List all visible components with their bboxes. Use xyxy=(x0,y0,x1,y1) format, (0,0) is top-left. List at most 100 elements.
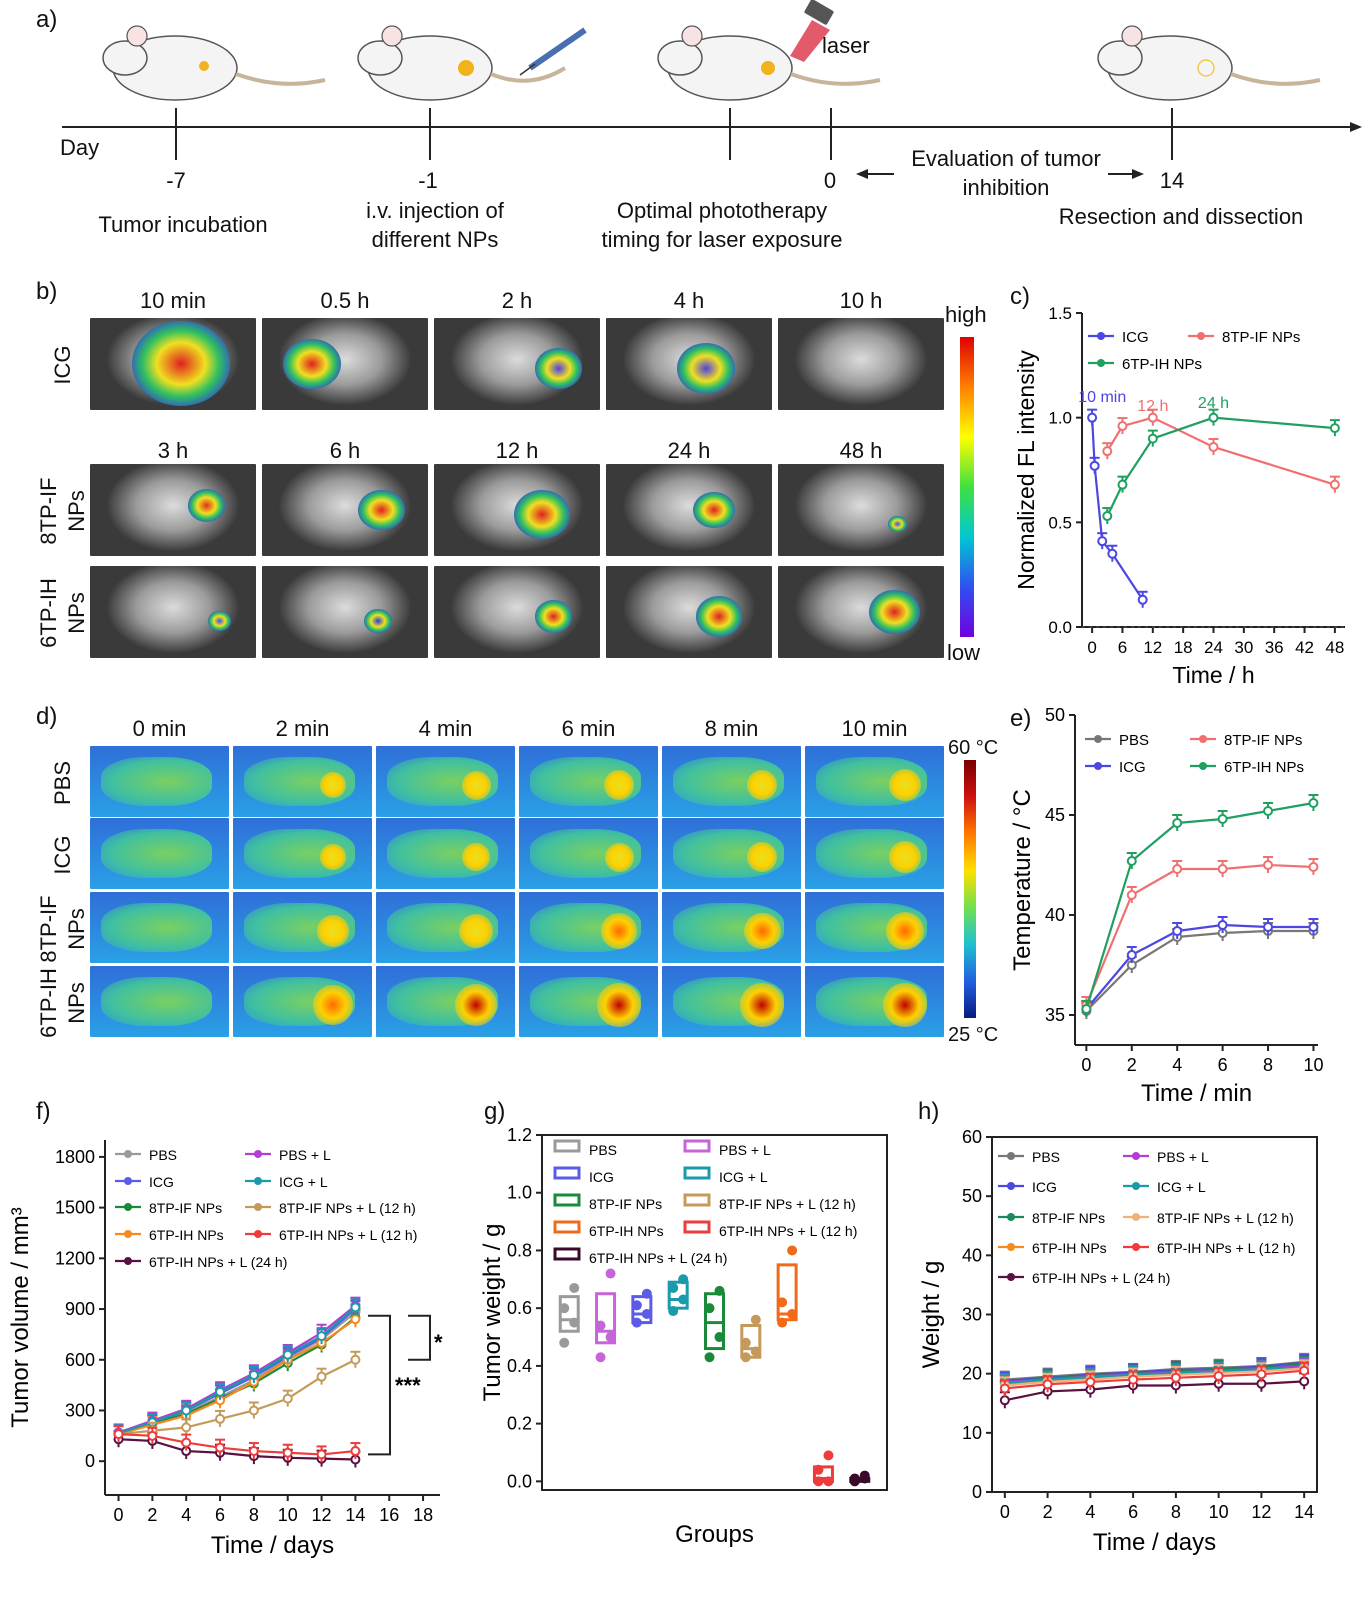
hotspot xyxy=(462,843,490,871)
fluorescence-image xyxy=(90,318,256,410)
fluorescence-signal xyxy=(207,611,232,632)
panel-g-label: g) xyxy=(484,1098,506,1125)
fl-scale-high: high xyxy=(945,302,987,327)
chart-e-temperature: 35 40 45 50 0 2 4 6 8 10 Time / min Temperature / °… xyxy=(1009,705,1323,1107)
y-tick-label: 0 xyxy=(85,1451,95,1471)
x-tick-label: 12 xyxy=(1251,1502,1271,1522)
laser-label: laser xyxy=(822,33,870,58)
y-tick-label: 0.2 xyxy=(507,1414,532,1434)
fluorescence-signal xyxy=(534,600,573,633)
x-tick-label: 36 xyxy=(1265,638,1284,657)
laser-icon xyxy=(790,0,834,62)
legend-marker xyxy=(1132,1243,1140,1251)
thermal-image xyxy=(662,892,801,963)
x-tick-label: 2 xyxy=(1043,1502,1053,1522)
legend-marker xyxy=(124,1257,132,1265)
legend-label: 6TP-IH NPs xyxy=(1032,1240,1107,1256)
y-tick-label: 50 xyxy=(962,1186,982,1206)
data-point xyxy=(1308,922,1319,932)
legend-label: 8TP-IF NPs xyxy=(1224,732,1302,749)
hotspot xyxy=(746,769,778,801)
fluorescence-signal xyxy=(282,338,341,390)
box-point xyxy=(704,1352,715,1363)
time-label: 0 min xyxy=(132,716,187,741)
time-label: 10 min xyxy=(841,716,908,741)
box xyxy=(558,1295,580,1333)
time-label: 10 h xyxy=(839,288,883,313)
legend-marker xyxy=(254,1177,262,1185)
fluorescence-signal xyxy=(676,343,735,394)
fl-scale-low: low xyxy=(947,640,981,665)
data-point xyxy=(1097,536,1108,547)
series-line xyxy=(118,1304,357,1434)
x-tick-label: 4 xyxy=(1172,1055,1182,1075)
x-axis-title: Time / h xyxy=(1172,662,1254,688)
y-tick-label: 600 xyxy=(65,1350,95,1370)
data-point xyxy=(248,1405,259,1416)
data-point xyxy=(1089,460,1100,471)
x-tick-label: 8 xyxy=(1263,1055,1273,1075)
x-tick-label: 0 xyxy=(1081,1055,1091,1075)
panel-b-label: b) xyxy=(36,278,58,305)
legend-label: 8TP-IF NPs xyxy=(589,1196,662,1212)
x-tick-label: 18 xyxy=(1174,638,1193,657)
x-axis-title: Groups xyxy=(675,1521,754,1548)
row-label: 6TP-IH xyxy=(36,578,61,648)
panel-e-label: e) xyxy=(1010,705,1032,732)
thermal-scale-low: 25 °C xyxy=(948,1024,999,1046)
box-point xyxy=(605,1268,616,1279)
x-tick-label: 12 xyxy=(312,1505,332,1525)
box-point xyxy=(750,1314,761,1325)
fluorescence-image xyxy=(262,464,428,556)
data-point xyxy=(999,1383,1010,1394)
mouse-body-heat xyxy=(101,976,213,1027)
thermal-image xyxy=(662,966,801,1037)
legend-label: 8TP-IF NPs + L (12 h) xyxy=(719,1196,856,1212)
data-point xyxy=(1085,1376,1096,1387)
series-line xyxy=(1085,801,1314,1010)
x-tick-label: 30 xyxy=(1234,638,1253,657)
thermal-image xyxy=(233,818,372,889)
data-point xyxy=(1208,441,1219,452)
data-point xyxy=(350,1446,361,1457)
thermal-image xyxy=(519,746,658,817)
significance-bracket xyxy=(408,1314,431,1361)
legend-marker xyxy=(254,1150,262,1158)
y-axis-title: Temperature / °C xyxy=(1009,789,1036,971)
plot-frame xyxy=(541,1134,888,1491)
data-point xyxy=(1172,926,1183,936)
legend-marker xyxy=(1094,735,1102,743)
data-point xyxy=(1172,864,1183,874)
fluorescence-image xyxy=(606,464,772,556)
time-label: 6 h xyxy=(329,438,361,463)
y-tick-label: 0.0 xyxy=(507,1471,532,1491)
y-tick-label: 50 xyxy=(1045,705,1065,725)
legend-label: ICG + L xyxy=(1157,1179,1206,1195)
thermal-image xyxy=(519,966,658,1037)
fluorescence-image xyxy=(90,566,256,658)
x-tick-label: 6 xyxy=(1118,638,1127,657)
y-tick-label: 20 xyxy=(962,1364,982,1384)
time-label: 3 h xyxy=(157,438,189,463)
legend-marker xyxy=(1132,1182,1140,1190)
hotspot xyxy=(746,841,778,873)
box-point xyxy=(631,1317,642,1328)
y-tick-label: 40 xyxy=(1045,905,1065,925)
data-point xyxy=(999,1395,1010,1406)
y-tick-label: 1200 xyxy=(55,1248,95,1268)
legend-label: ICG + L xyxy=(279,1174,328,1190)
legend-label: PBS xyxy=(589,1142,617,1158)
x-tick-label: 6 xyxy=(1128,1502,1138,1522)
series-line xyxy=(1085,923,1314,1010)
data-point xyxy=(215,1442,226,1453)
x-tick-label: 12 xyxy=(1143,638,1162,657)
series-line xyxy=(1085,863,1314,1006)
y-tick-label: 1.0 xyxy=(1048,409,1072,428)
box-point xyxy=(813,1476,824,1487)
legend-marker xyxy=(254,1230,262,1238)
day-tick: 0 xyxy=(823,168,837,193)
box-point xyxy=(714,1285,725,1296)
data-point xyxy=(1102,446,1113,457)
data-point xyxy=(1256,1369,1267,1380)
